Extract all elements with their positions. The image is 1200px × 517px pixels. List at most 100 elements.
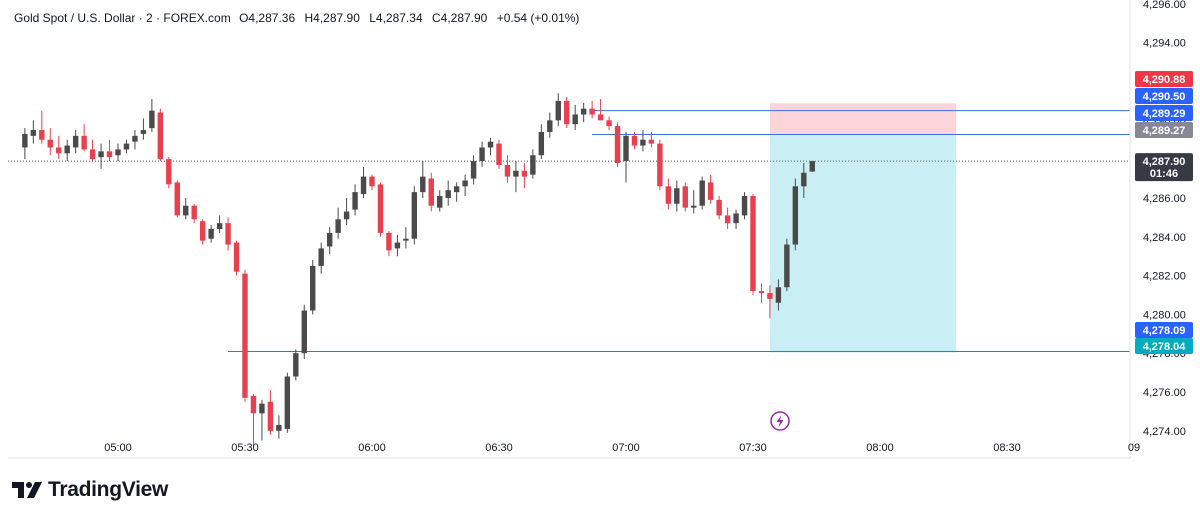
- candle[interactable]: [293, 349, 299, 381]
- candle[interactable]: [572, 104, 578, 131]
- candle[interactable]: [733, 209, 739, 229]
- price-tag-stop[interactable]: 4,290.88: [1135, 71, 1193, 87]
- candle[interactable]: [487, 137, 494, 156]
- candle[interactable]: [750, 194, 756, 295]
- candle[interactable]: [183, 197, 189, 220]
- candle[interactable]: [538, 124, 545, 160]
- price-tag-line-upper[interactable]: 4,290.50: [1135, 88, 1193, 104]
- candle[interactable]: [504, 155, 511, 183]
- candle[interactable]: [259, 399, 265, 441]
- candle[interactable]: [496, 139, 502, 169]
- candle[interactable]: [462, 174, 468, 197]
- candle[interactable]: [284, 372, 291, 433]
- candle[interactable]: [132, 130, 138, 150]
- candle[interactable]: [216, 215, 223, 233]
- candle[interactable]: [72, 130, 79, 154]
- candle[interactable]: [30, 120, 37, 144]
- candle[interactable]: [801, 163, 807, 198]
- candle[interactable]: [547, 112, 553, 138]
- symbol-legend[interactable]: Gold Spot / U.S. Dollar · 2 · FOREX.com …: [14, 11, 579, 25]
- candle[interactable]: [174, 180, 180, 218]
- candle[interactable]: [724, 207, 731, 229]
- candle[interactable]: [597, 98, 604, 121]
- candle[interactable]: [555, 93, 561, 127]
- candle[interactable]: [623, 131, 629, 183]
- price-tag-target[interactable]: 4,278.04: [1135, 338, 1193, 354]
- candle[interactable]: [335, 207, 341, 239]
- replay-lightning-icon[interactable]: [770, 411, 790, 431]
- candle[interactable]: [767, 285, 773, 319]
- candle[interactable]: [564, 97, 570, 129]
- candle[interactable]: [784, 238, 790, 292]
- candle[interactable]: [631, 131, 638, 150]
- candle[interactable]: [98, 143, 104, 169]
- candle[interactable]: [521, 163, 528, 189]
- candle[interactable]: [707, 174, 714, 204]
- candle[interactable]: [157, 108, 164, 162]
- price-tag-entry[interactable]: 4,289.27: [1135, 122, 1193, 138]
- price-chart[interactable]: 4,274.004,276.004,278.004,280.004,282.00…: [0, 0, 1200, 470]
- candle[interactable]: [242, 269, 248, 402]
- candle[interactable]: [530, 149, 536, 179]
- candle[interactable]: [140, 118, 147, 140]
- candle[interactable]: [199, 219, 206, 245]
- candle[interactable]: [56, 135, 62, 160]
- candle[interactable]: [149, 98, 155, 132]
- candle[interactable]: [377, 182, 384, 237]
- candle[interactable]: [233, 240, 240, 276]
- price-tag-high-marker[interactable]: 4,289.29: [1135, 105, 1193, 121]
- candle[interactable]: [89, 139, 96, 162]
- candle[interactable]: [437, 190, 443, 212]
- candle[interactable]: [411, 186, 418, 245]
- candle[interactable]: [276, 415, 282, 439]
- candle[interactable]: [64, 139, 70, 162]
- candle[interactable]: [208, 225, 214, 243]
- candle[interactable]: [115, 143, 121, 162]
- candle[interactable]: [513, 161, 519, 193]
- candle[interactable]: [369, 174, 375, 191]
- candle[interactable]: [614, 122, 621, 167]
- candle[interactable]: [394, 234, 401, 257]
- candle[interactable]: [453, 182, 460, 202]
- candle[interactable]: [420, 161, 426, 198]
- candle[interactable]: [191, 203, 197, 224]
- candle[interactable]: [386, 230, 392, 257]
- candle[interactable]: [606, 116, 612, 131]
- candle[interactable]: [39, 110, 45, 144]
- candle[interactable]: [267, 390, 274, 435]
- candle[interactable]: [318, 242, 324, 274]
- candle[interactable]: [352, 184, 358, 216]
- price-tag-line-lower[interactable]: 4,278.09: [1135, 322, 1193, 338]
- candle[interactable]: [326, 227, 333, 255]
- candle[interactable]: [682, 182, 688, 212]
- stop-loss-zone[interactable]: [769, 103, 957, 135]
- candle[interactable]: [640, 130, 646, 152]
- candle[interactable]: [310, 260, 316, 315]
- candle[interactable]: [691, 190, 697, 214]
- candle[interactable]: [648, 131, 655, 148]
- candle[interactable]: [123, 139, 130, 154]
- candle[interactable]: [589, 100, 595, 119]
- candle[interactable]: [47, 128, 53, 156]
- candle[interactable]: [225, 217, 231, 251]
- candle[interactable]: [403, 227, 409, 249]
- candle[interactable]: [470, 155, 477, 185]
- candle[interactable]: [81, 124, 87, 152]
- candle[interactable]: [775, 279, 782, 311]
- candle[interactable]: [428, 172, 434, 212]
- candle[interactable]: [343, 197, 350, 226]
- take-profit-zone[interactable]: [769, 134, 957, 353]
- candle[interactable]: [106, 139, 113, 162]
- candle[interactable]: [445, 180, 451, 206]
- candle[interactable]: [301, 304, 307, 360]
- candle[interactable]: [360, 166, 367, 198]
- candle[interactable]: [716, 196, 722, 220]
- candle[interactable]: [665, 178, 672, 210]
- candle[interactable]: [758, 283, 765, 303]
- candle[interactable]: [479, 141, 485, 167]
- tradingview-logo[interactable]: TradingView: [12, 478, 168, 502]
- candle[interactable]: [580, 102, 587, 123]
- candle[interactable]: [741, 192, 748, 220]
- candle[interactable]: [166, 157, 172, 189]
